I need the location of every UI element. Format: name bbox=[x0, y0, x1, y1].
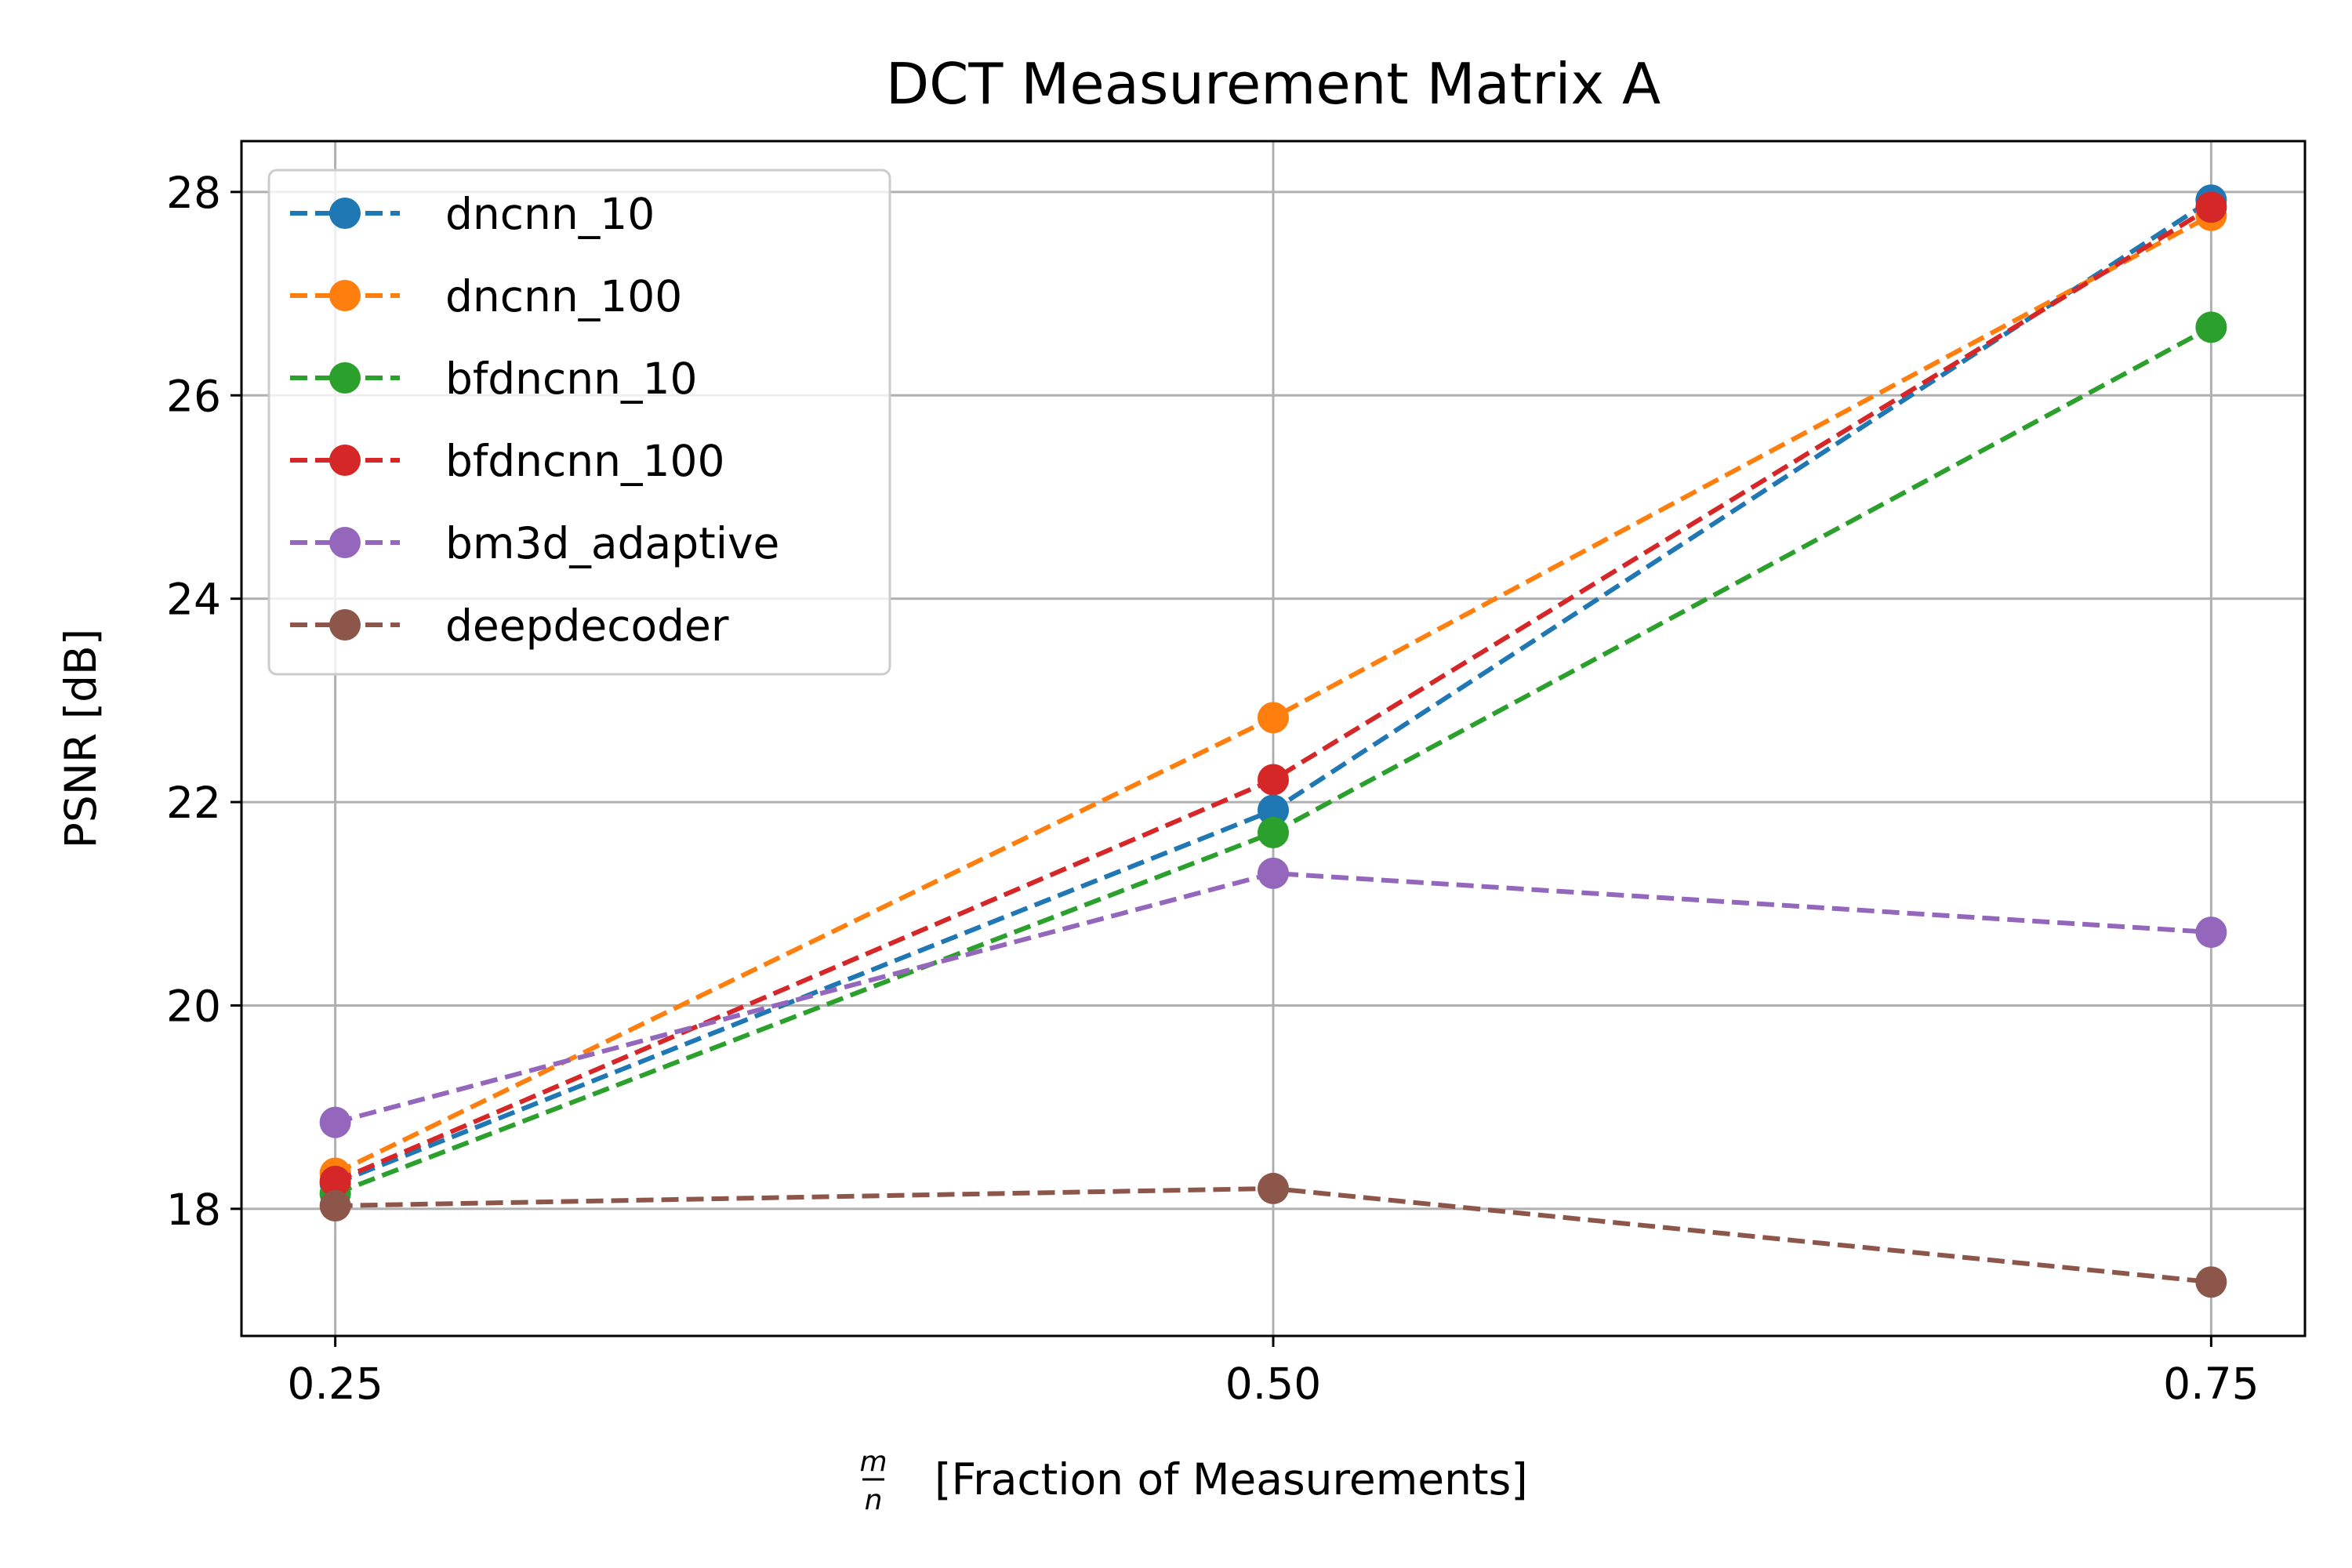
ticks: 0.25 0.50 0.75 18 20 22 24 26 28 bbox=[166, 168, 2259, 1409]
legend-label: dncnn_100 bbox=[445, 271, 682, 321]
data-point bbox=[2195, 311, 2227, 343]
x-tick-label: 0.25 bbox=[287, 1359, 383, 1409]
data-point bbox=[2195, 916, 2227, 949]
y-axis-label: PSNR [dB] bbox=[56, 629, 106, 848]
legend-entry-bfdncnn-10: bfdncnn_10 bbox=[290, 354, 698, 404]
data-point bbox=[1258, 1172, 1289, 1204]
legend-label: bfdncnn_10 bbox=[445, 354, 698, 404]
series-deepdecoder bbox=[319, 1172, 2227, 1298]
data-point bbox=[319, 1106, 351, 1138]
x-tick-label: 0.50 bbox=[1225, 1359, 1321, 1409]
data-point bbox=[1258, 764, 1289, 796]
legend-frame bbox=[267, 169, 891, 676]
data-point bbox=[1258, 702, 1289, 734]
y-tick-label: 26 bbox=[166, 371, 221, 421]
legend-marker bbox=[329, 527, 361, 558]
legend: dncnn_10 dncnn_100 bfdncnn_10 bfdncnn_100bm… bbox=[267, 169, 891, 676]
data-point bbox=[2195, 1266, 2227, 1298]
chart-title: DCT Measurement Matrix A bbox=[886, 51, 1661, 117]
data-point bbox=[2195, 191, 2227, 223]
legend-entry-bm3d-adaptive: bm3d_adaptive bbox=[290, 518, 779, 568]
legend-entry-bfdncnn-100: bfdncnn_100 bbox=[290, 436, 724, 486]
legend-marker bbox=[329, 280, 361, 311]
legend-label: deepdecoder bbox=[445, 601, 729, 651]
y-tick-label: 18 bbox=[166, 1185, 221, 1235]
legend-entry-deepdecoder: deepdecoder bbox=[290, 601, 729, 651]
data-point bbox=[1258, 857, 1289, 889]
legend-marker bbox=[329, 362, 361, 394]
series-bm3d-adaptive bbox=[319, 857, 2227, 1138]
series-bfdncnn-100 bbox=[319, 191, 2227, 1197]
y-tick-label: 20 bbox=[166, 981, 221, 1031]
data-point bbox=[1258, 816, 1289, 848]
legend-marker bbox=[329, 609, 361, 641]
x-axis-label-text: [Fraction of Measurements] bbox=[935, 1454, 1528, 1504]
legend-entry-dncnn-10: dncnn_10 bbox=[290, 189, 655, 239]
x-tick-label: 0.75 bbox=[2163, 1359, 2259, 1409]
x-axis-label: m n [Fraction of Measurements] bbox=[859, 1446, 1527, 1516]
legend-entry-dncnn-100: dncnn_100 bbox=[290, 271, 682, 321]
data-point bbox=[319, 1189, 351, 1221]
y-tick-label: 24 bbox=[166, 575, 221, 625]
y-tick-label: 22 bbox=[166, 778, 221, 828]
data-point bbox=[1258, 794, 1289, 826]
data-point bbox=[319, 1165, 351, 1197]
legend-label: dncnn_10 bbox=[445, 189, 655, 239]
legend-label: bfdncnn_100 bbox=[445, 436, 724, 486]
x-axis-label-fraction-denominator: n bbox=[865, 1484, 883, 1516]
legend-label: bm3d_adaptive bbox=[445, 518, 779, 568]
series-layer bbox=[319, 184, 2227, 1298]
x-axis-label-fraction-numerator: m bbox=[859, 1446, 887, 1478]
y-tick-label: 28 bbox=[166, 168, 221, 218]
legend-marker bbox=[329, 445, 361, 476]
legend-marker bbox=[329, 198, 361, 229]
